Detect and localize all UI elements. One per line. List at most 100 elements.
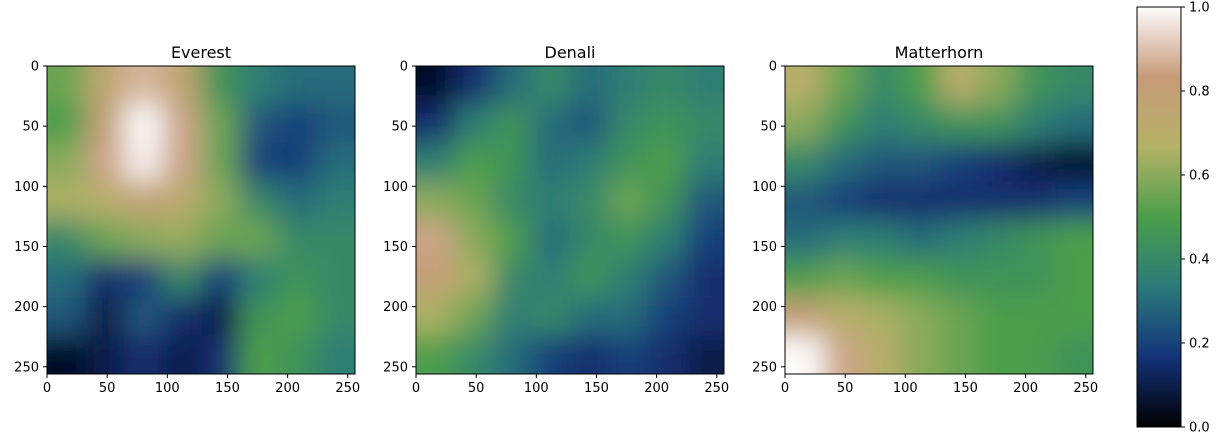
colorbar-frame: [1136, 6, 1182, 428]
heatmap-cell: [239, 335, 279, 374]
heatmap-cell: [977, 335, 1017, 374]
heatmap-cell: [278, 66, 318, 106]
x-tick-label: 250: [704, 381, 729, 396]
panel-title: Everest: [171, 43, 231, 62]
heatmap-cell: [85, 335, 125, 374]
heatmap-cell: [316, 66, 355, 106]
heatmap-cell: [608, 297, 648, 337]
axes-frame: [784, 65, 1094, 375]
heatmap-cell: [570, 143, 610, 183]
heatmap-cell: [454, 220, 494, 260]
heatmap-cell: [647, 220, 687, 260]
heatmap-cell: [823, 335, 863, 374]
heatmap-cell: [278, 181, 318, 221]
heatmap-cell: [162, 258, 202, 298]
colorbar-tick-label: 0.2: [1189, 337, 1210, 352]
colorbar-tick-label: 0.8: [1189, 85, 1210, 100]
heatmap-cell: [124, 335, 164, 374]
heatmap-cell: [785, 335, 825, 374]
colorbar-tick-label: 0.6: [1189, 169, 1210, 184]
heatmap-cell: [977, 220, 1017, 260]
heatmap-cell: [647, 181, 687, 221]
heatmap-cell: [939, 66, 979, 106]
heatmap-cell: [454, 104, 494, 144]
heatmap-cell: [608, 104, 648, 144]
heatmap-cell: [977, 104, 1017, 144]
axes-frame: [46, 65, 356, 375]
heatmap-cell: [862, 143, 902, 183]
x-tick-label: 50: [99, 381, 116, 396]
heatmap-cell: [1016, 258, 1056, 298]
heatmap-cell: [900, 143, 940, 183]
heatmap-cell: [823, 297, 863, 337]
y-tick-label: 50: [760, 120, 777, 135]
heatmap-cell: [1016, 181, 1056, 221]
heatmap-cell: [1054, 258, 1093, 298]
heatmap-cell: [570, 335, 610, 374]
heatmap-cell: [201, 143, 241, 183]
heatmap-cell: [685, 143, 724, 183]
heatmap-cell: [570, 297, 610, 337]
heatmap-cell: [316, 335, 355, 374]
heatmap-cell: [162, 66, 202, 106]
heatmap-cell: [493, 66, 533, 106]
heatmap-cell: [85, 66, 125, 106]
heatmap-cell: [939, 220, 979, 260]
heatmap-cell: [785, 297, 825, 337]
heatmap-cell: [239, 220, 279, 260]
heatmap-cell: [85, 143, 125, 183]
heatmap-cell: [823, 220, 863, 260]
heatmap-cell: [47, 181, 87, 221]
heatmap-cell: [124, 181, 164, 221]
heatmap-cell: [1054, 143, 1093, 183]
heatmap-cell: [862, 258, 902, 298]
heatmap-cell: [685, 297, 724, 337]
heatmap-cell: [823, 181, 863, 221]
heatmap-cell: [1016, 143, 1056, 183]
heatmap-cell: [239, 143, 279, 183]
heatmap-cell: [900, 297, 940, 337]
heatmap-cell: [416, 297, 456, 337]
heatmap-cell: [124, 143, 164, 183]
heatmap-cell: [685, 220, 724, 260]
heatmap-cell: [278, 258, 318, 298]
heatmap-cell: [685, 181, 724, 221]
heatmap-cell: [416, 335, 456, 374]
heatmap-cell: [85, 258, 125, 298]
heatmap-cell: [454, 297, 494, 337]
y-tick-label: 100: [14, 180, 39, 195]
y-tick-label: 250: [752, 360, 777, 375]
heatmap-cell: [201, 335, 241, 374]
heatmap-cell: [201, 66, 241, 106]
y-tick-label: 100: [383, 180, 408, 195]
panel-title: Matterhorn: [895, 43, 984, 62]
heatmap-cell: [416, 258, 456, 298]
heatmap-cell: [47, 220, 87, 260]
heatmap-cell: [493, 335, 533, 374]
heatmap-cell: [785, 258, 825, 298]
heatmap-cell: [1016, 66, 1056, 106]
heatmap-cell: [416, 220, 456, 260]
heatmap-image: [47, 66, 355, 374]
heatmap-cell: [900, 66, 940, 106]
x-tick-label: 250: [335, 381, 360, 396]
heatmap-cell: [47, 258, 87, 298]
heatmap-cell: [239, 66, 279, 106]
y-tick-label: 50: [391, 120, 408, 135]
heatmap-cell: [531, 258, 571, 298]
heatmap-cell: [278, 297, 318, 337]
heatmap-cell: [493, 297, 533, 337]
heatmap-cell: [900, 181, 940, 221]
heatmap-cell: [647, 66, 687, 106]
x-tick-label: 150: [584, 381, 609, 396]
heatmap-cell: [124, 258, 164, 298]
heatmap-image: [416, 66, 724, 374]
heatmap-cell: [647, 104, 687, 144]
x-tick-label: 200: [1013, 381, 1038, 396]
heatmap-cell: [85, 104, 125, 144]
heatmap-cell: [316, 258, 355, 298]
heatmap-cell: [785, 181, 825, 221]
heatmap-cell: [570, 66, 610, 106]
heatmap-cell: [278, 335, 318, 374]
heatmap-cell: [570, 104, 610, 144]
